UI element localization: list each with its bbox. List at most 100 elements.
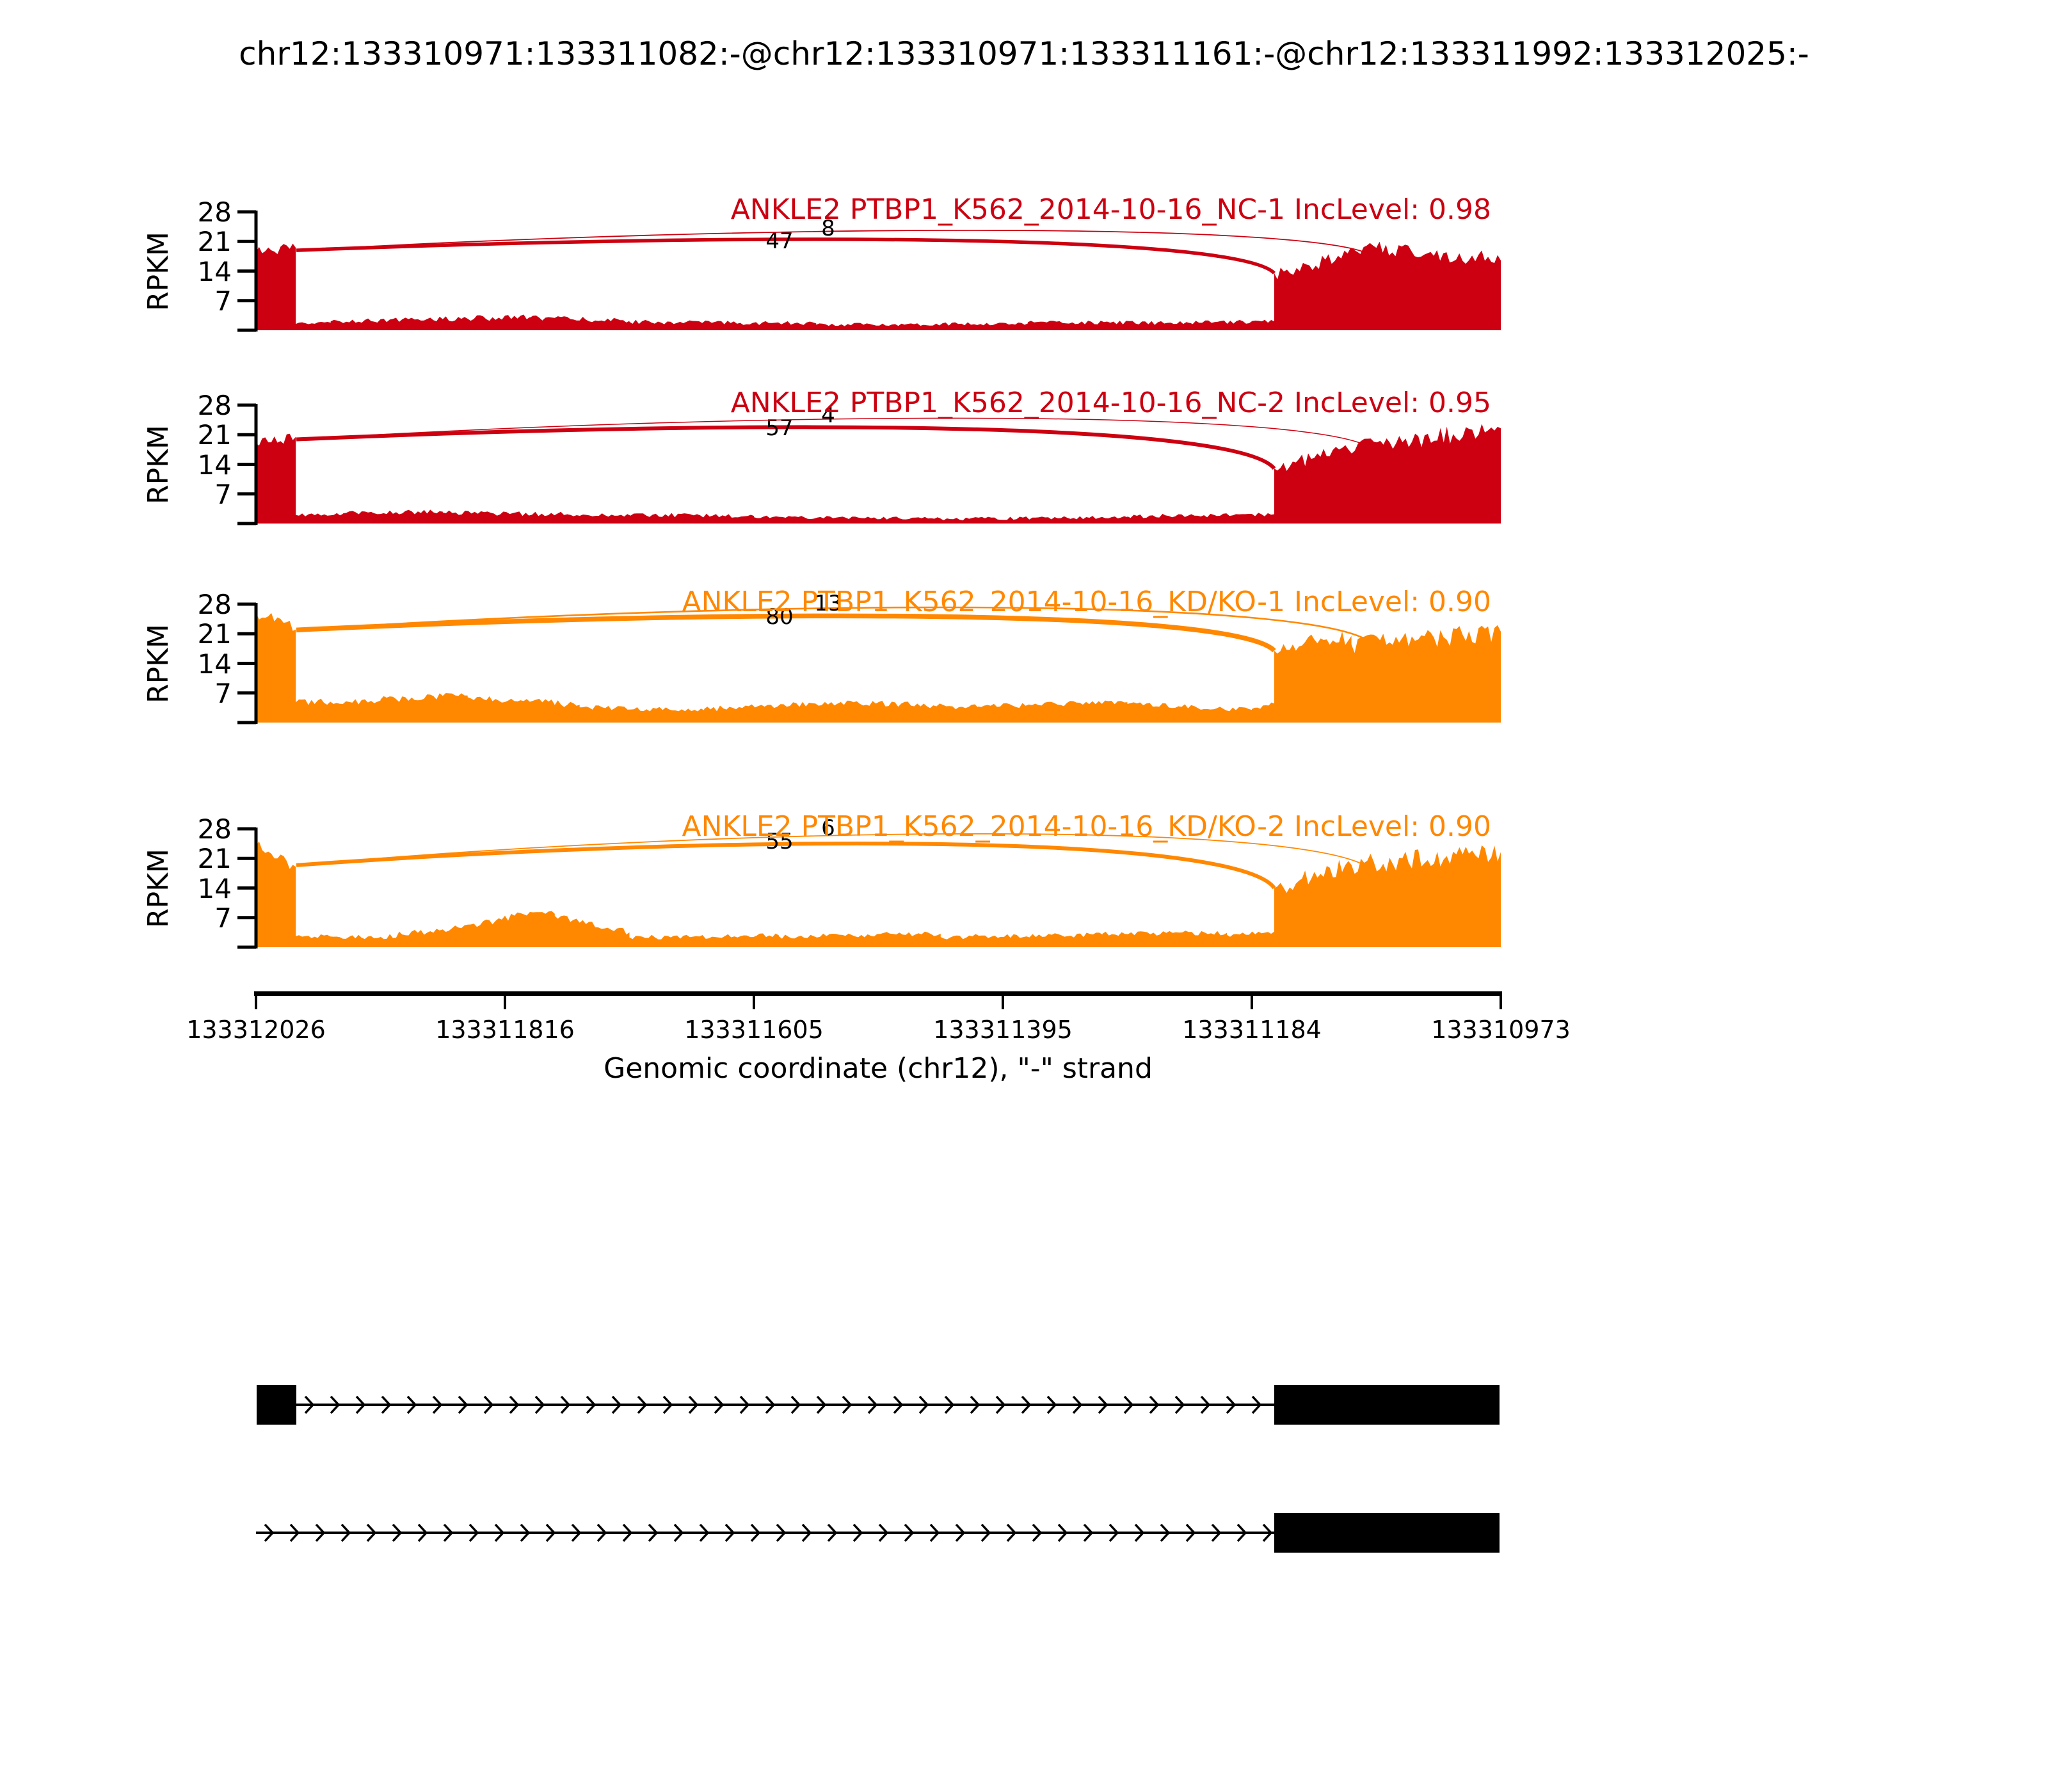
y-axis-title-track-2: RPKM bbox=[142, 425, 175, 504]
y-tick-label: 14 bbox=[198, 648, 232, 680]
strand-arrow-icon bbox=[264, 1523, 275, 1542]
strand-arrow-icon bbox=[1021, 1395, 1032, 1414]
strand-arrow-icon bbox=[1160, 1523, 1171, 1542]
junction-arc-thick-track-4 bbox=[296, 842, 1276, 890]
x-tick-mark bbox=[753, 996, 755, 1009]
track-label-4: ANKLE2 PTBP1_K562_2014-10-16_KD/KO-2 Inc… bbox=[682, 810, 1491, 843]
strand-arrow-icon bbox=[893, 1395, 904, 1414]
strand-arrow-icon bbox=[688, 1395, 699, 1414]
strand-arrow-icon bbox=[995, 1395, 1006, 1414]
exon-box bbox=[257, 1385, 296, 1425]
strand-arrow-icon bbox=[1072, 1395, 1083, 1414]
strand-arrow-icon bbox=[1108, 1523, 1119, 1542]
coverage-area-track-2 bbox=[256, 424, 1501, 524]
strand-arrow-icon bbox=[1262, 1523, 1273, 1542]
strand-arrow-icon bbox=[381, 1395, 392, 1414]
y-tick-label: 28 bbox=[198, 390, 232, 421]
strand-arrow-icon bbox=[801, 1523, 812, 1542]
strand-arrow-icon bbox=[1200, 1395, 1211, 1414]
y-tick-label: 28 bbox=[198, 196, 232, 228]
x-axis-title: Genomic coordinate (chr12), "-" strand bbox=[604, 1052, 1153, 1085]
coverage-area-track-3 bbox=[256, 612, 1501, 723]
track-label-3: ANKLE2 PTBP1_K562_2014-10-16_KD/KO-1 Inc… bbox=[682, 586, 1491, 618]
junction-arc-thin-track-3 bbox=[296, 606, 1373, 645]
junction-count-track-2-1: 57 bbox=[765, 415, 793, 441]
y-tick-label: 14 bbox=[198, 873, 232, 904]
exon-box bbox=[1274, 1513, 1500, 1553]
strand-arrow-icon bbox=[1098, 1395, 1108, 1414]
track-label-1: ANKLE2 PTBP1_K562_2014-10-16_NC-1 IncLev… bbox=[731, 193, 1491, 226]
y-tick-label: 21 bbox=[198, 843, 232, 874]
x-tick-mark bbox=[1251, 996, 1253, 1009]
strand-arrow-icon bbox=[330, 1395, 340, 1414]
strand-arrow-icon bbox=[750, 1523, 761, 1542]
strand-arrow-icon bbox=[1006, 1523, 1017, 1542]
strand-arrow-icon bbox=[816, 1395, 827, 1414]
y-tick-label: 7 bbox=[214, 902, 232, 934]
x-tick-label: 133311605 bbox=[684, 1016, 824, 1044]
y-tick-label: 7 bbox=[214, 678, 232, 709]
y-tick-label: 7 bbox=[214, 285, 232, 317]
strand-arrow-icon bbox=[637, 1395, 648, 1414]
junction-arc-thick-track-3 bbox=[296, 613, 1276, 653]
junction-count-track-4-1: 55 bbox=[765, 829, 793, 854]
strand-arrow-icon bbox=[1226, 1395, 1236, 1414]
junction-count-track-2-2: 4 bbox=[821, 403, 835, 428]
strand-arrow-icon bbox=[417, 1523, 428, 1542]
strand-arrow-icon bbox=[776, 1523, 787, 1542]
y-tick-label: 21 bbox=[198, 618, 232, 650]
strand-arrow-icon bbox=[1185, 1523, 1196, 1542]
strand-arrow-icon bbox=[1236, 1523, 1247, 1542]
y-axis-title-track-4: RPKM bbox=[142, 849, 175, 928]
junction-arc-thin-track-2 bbox=[296, 417, 1373, 450]
strand-arrow-icon bbox=[673, 1523, 684, 1542]
x-tick-mark bbox=[1002, 996, 1004, 1009]
junction-arc-thick-track-2 bbox=[296, 425, 1276, 470]
strand-arrow-icon bbox=[458, 1395, 468, 1414]
strand-arrow-icon bbox=[955, 1523, 966, 1542]
strand-arrow-icon bbox=[1083, 1523, 1094, 1542]
x-axis: 133312026 133311816 133311605 133311395 1333… bbox=[186, 991, 1571, 1085]
strand-arrow-icon bbox=[648, 1523, 659, 1542]
x-tick-mark bbox=[504, 996, 506, 1009]
strand-arrow-icon bbox=[842, 1395, 852, 1414]
strand-arrow-icon bbox=[534, 1395, 545, 1414]
strand-arrow-icon bbox=[622, 1523, 633, 1542]
strand-arrow-icon bbox=[904, 1523, 915, 1542]
strand-arrow-icon bbox=[392, 1523, 403, 1542]
x-tick-mark bbox=[255, 996, 257, 1009]
strand-arrow-icon bbox=[970, 1395, 980, 1414]
x-axis-bar bbox=[254, 991, 1502, 996]
y-tick-label: 21 bbox=[198, 419, 232, 451]
y-axis-title-track-1: RPKM bbox=[142, 232, 175, 311]
strand-arrow-icon bbox=[586, 1395, 596, 1414]
plot-title: chr12:133310971:133311082:-@chr12:133310… bbox=[239, 35, 1809, 72]
strand-arrow-icon bbox=[714, 1395, 724, 1414]
strand-arrow-icon bbox=[571, 1523, 582, 1542]
strand-arrow-icon bbox=[355, 1395, 366, 1414]
junction-count-track-3-2: 13 bbox=[814, 591, 842, 616]
y-tick-label: 28 bbox=[198, 813, 232, 845]
strand-arrow-icon bbox=[494, 1523, 505, 1542]
junction-arc-thin-track-1 bbox=[296, 229, 1373, 257]
x-tick-label: 133310973 bbox=[1431, 1016, 1571, 1044]
x-tick-label: 133311816 bbox=[435, 1016, 575, 1044]
isoform-2 bbox=[256, 1513, 1500, 1553]
strand-arrow-icon bbox=[724, 1523, 735, 1542]
strand-arrow-icon bbox=[432, 1395, 443, 1414]
x-tick-label: 133311184 bbox=[1182, 1016, 1322, 1044]
y-tick-label: 21 bbox=[198, 226, 232, 257]
strand-arrow-icon bbox=[315, 1523, 326, 1542]
strand-arrow-icon bbox=[545, 1523, 556, 1542]
strand-arrow-icon bbox=[596, 1523, 607, 1542]
strand-arrow-icon bbox=[929, 1523, 940, 1542]
strand-arrow-icon bbox=[468, 1523, 479, 1542]
strand-arrow-icon bbox=[765, 1395, 776, 1414]
exon-box bbox=[1274, 1385, 1500, 1425]
